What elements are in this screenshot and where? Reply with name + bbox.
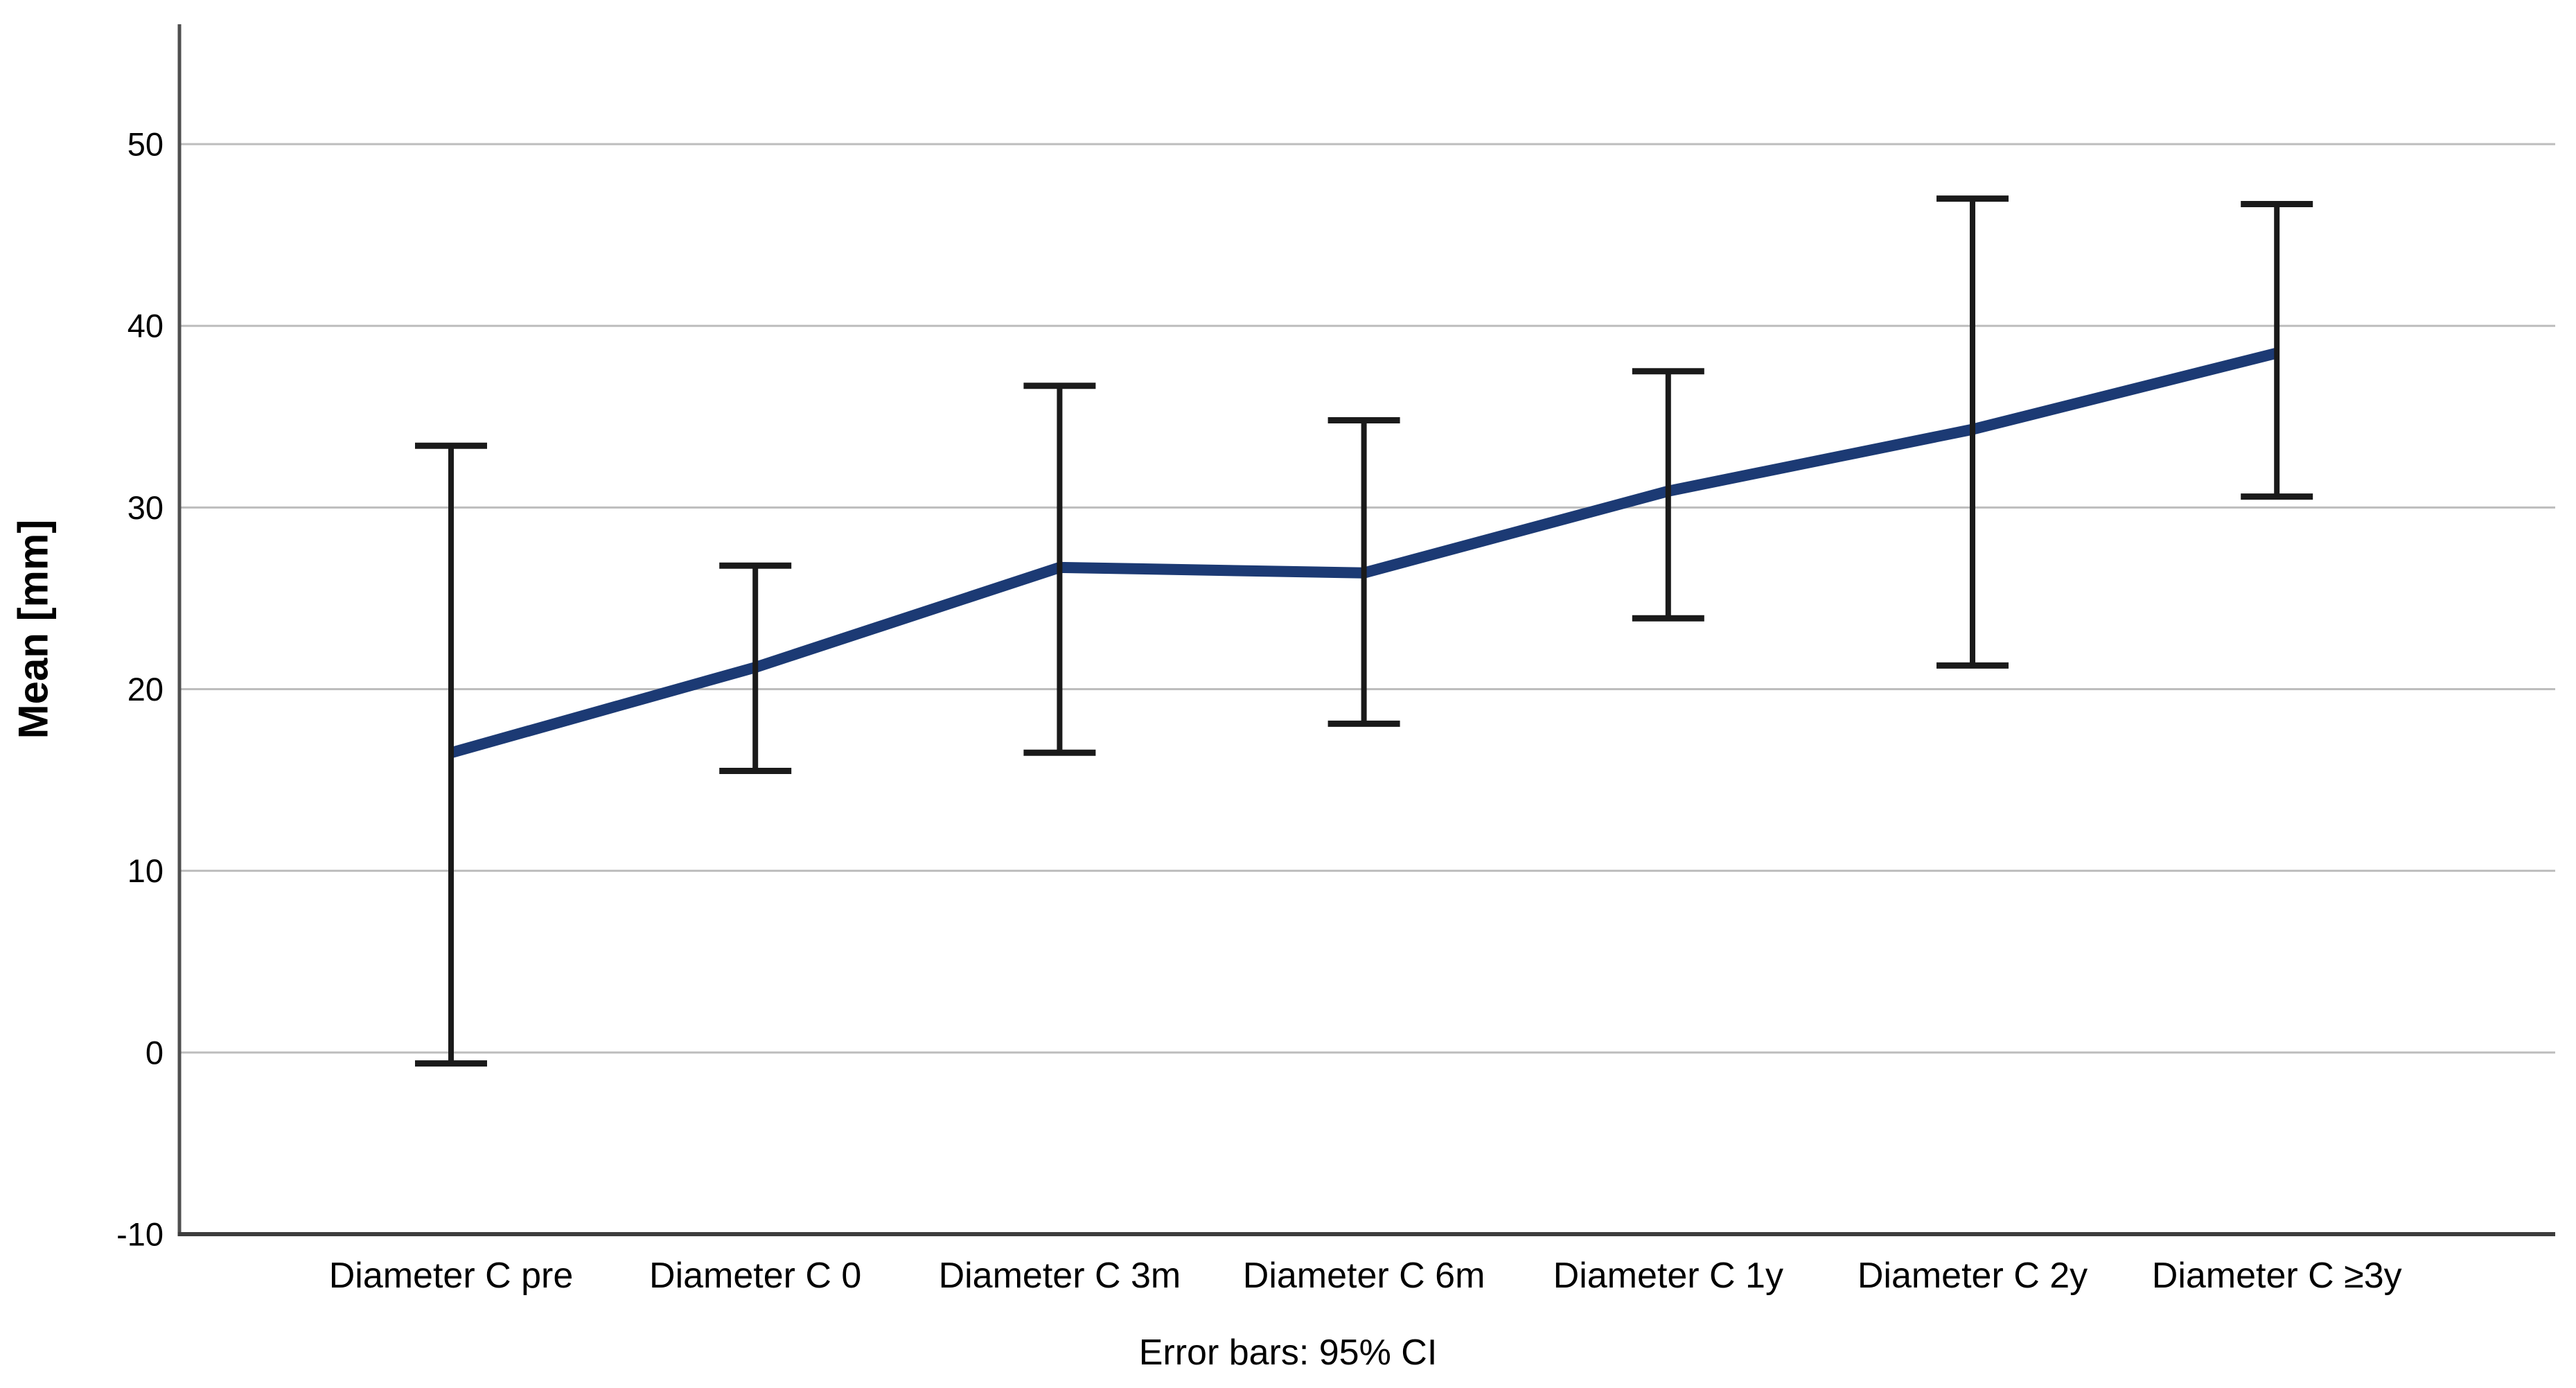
x-category-label: Diameter C 2y xyxy=(1858,1256,2088,1296)
y-tick-label: 0 xyxy=(145,1034,164,1071)
y-tick-label: 30 xyxy=(127,489,164,526)
y-tick-label: 50 xyxy=(127,126,164,163)
x-category-label: Diameter C 6m xyxy=(1243,1256,1485,1296)
x-category-label: Diameter C ≥3y xyxy=(2152,1256,2402,1296)
x-category-label: Diameter C 1y xyxy=(1553,1256,1783,1296)
x-category-label: Diameter C 0 xyxy=(649,1256,861,1296)
x-category-label: Diameter C pre xyxy=(329,1256,574,1296)
y-tick-label: 10 xyxy=(127,852,164,889)
y-tick-label: 20 xyxy=(127,671,164,708)
y-tick-label: 40 xyxy=(127,308,164,344)
y-tick-label: -10 xyxy=(116,1216,164,1253)
x-category-label: Diameter C 3m xyxy=(939,1256,1181,1296)
error-bars-caption: Error bars: 95% CI xyxy=(1138,1333,1438,1373)
y-axis-title: Mean [mm] xyxy=(10,519,57,739)
